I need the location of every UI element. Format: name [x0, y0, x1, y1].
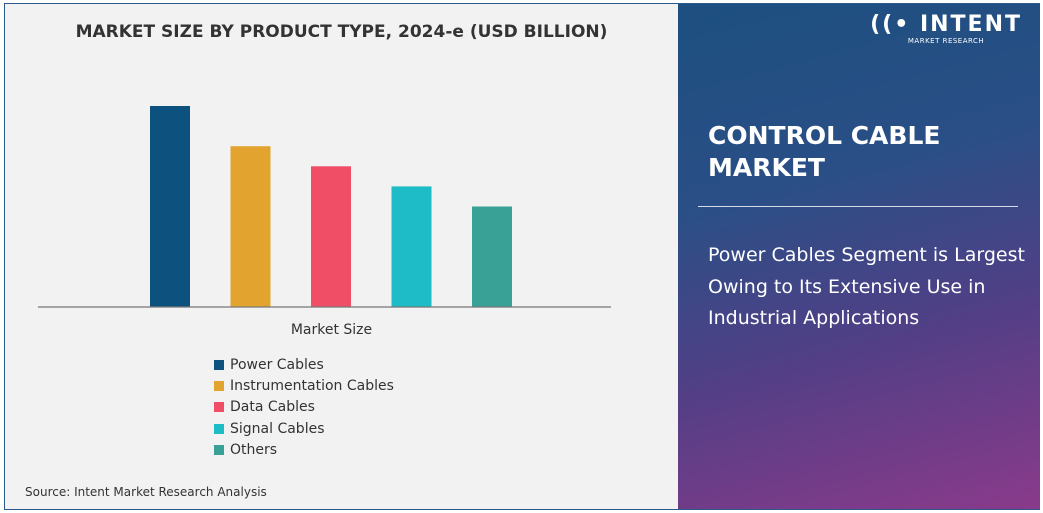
legend: Power Cables Instrumentation Cables Data C…	[214, 354, 394, 460]
legend-label: Others	[230, 441, 278, 458]
legend-label: Instrumentation Cables	[230, 377, 394, 394]
legend-swatch	[214, 423, 224, 434]
legend-item: Data Cables	[214, 397, 394, 418]
legend-item: Power Cables	[214, 354, 394, 375]
market-description: Power Cables Segment is Largest Owing to…	[708, 244, 1025, 329]
legend-swatch	[214, 380, 224, 391]
chart-title: MARKET SIZE BY PRODUCT TYPE, 2024-e (USD…	[75, 22, 608, 42]
bar-chart	[38, 106, 611, 308]
legend-item: Signal Cables	[214, 418, 394, 439]
bar-instrumentation-cables	[230, 146, 271, 307]
legend-swatch	[214, 359, 224, 370]
bar-signal-cables	[391, 186, 432, 307]
infographic: MARKET SIZE BY PRODUCT TYPE, 2024-e (USD…	[4, 3, 1040, 510]
legend-label: Power Cables	[230, 356, 324, 373]
legend-swatch	[214, 402, 224, 413]
divider	[698, 206, 1018, 207]
legend-label: Data Cables	[230, 399, 315, 416]
legend-label: Signal Cables	[230, 420, 325, 437]
bar-others	[472, 206, 512, 307]
chart-panel: MARKET SIZE BY PRODUCT TYPE, 2024-e (USD…	[5, 4, 678, 509]
intent-logo: ((• INTENT MARKET RESEARCH	[870, 12, 1022, 45]
legend-item: Others	[214, 439, 394, 460]
bar-power-cables	[150, 106, 190, 307]
bar-data-cables	[311, 166, 351, 307]
info-panel: ((• INTENT MARKET RESEARCH CONTROL CABLE…	[678, 4, 1040, 509]
signal-icon: ((•	[870, 12, 911, 37]
x-axis-label: Market Size	[290, 322, 373, 338]
legend-swatch	[214, 444, 224, 455]
legend-item: Instrumentation Cables	[214, 375, 394, 396]
source-note: Source: Intent Market Research Analysis	[25, 485, 267, 499]
market-title: CONTROL CABLE MARKET	[708, 121, 941, 182]
